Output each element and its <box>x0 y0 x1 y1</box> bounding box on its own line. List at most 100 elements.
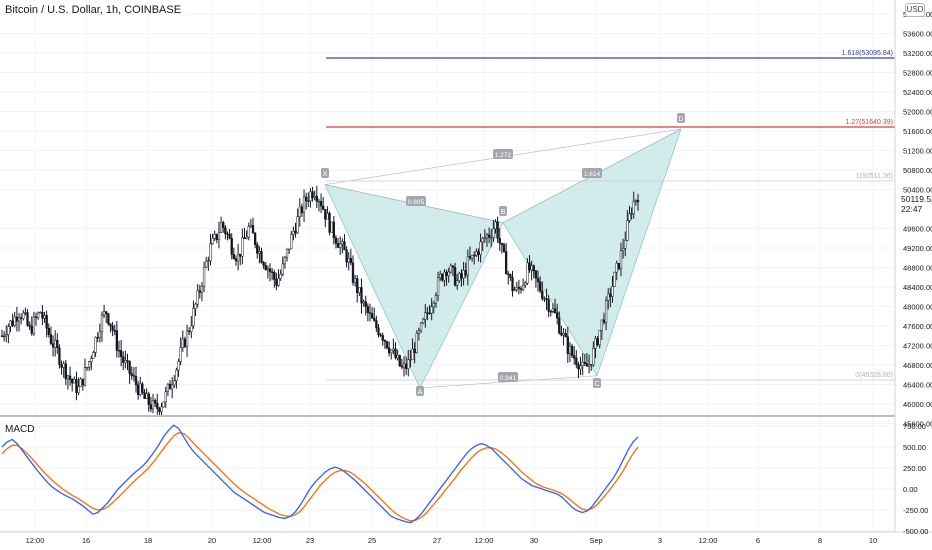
candle-body <box>298 206 301 217</box>
candle-body <box>526 262 529 284</box>
candle-body <box>545 298 548 300</box>
candle-body <box>364 301 367 307</box>
candle-body <box>570 345 574 356</box>
candle-body <box>451 265 455 268</box>
time-tick-label: 6 <box>756 536 760 545</box>
candle-body <box>449 265 452 273</box>
candle-body <box>300 206 304 213</box>
candle-body <box>154 400 157 404</box>
candle-body <box>34 316 38 318</box>
candle-body <box>521 284 525 290</box>
price-tick-label: 47600.00 <box>903 322 932 331</box>
candle-body <box>313 195 316 198</box>
pattern-ratio-value: 0.941 <box>500 375 517 382</box>
candle-body <box>632 200 635 214</box>
macd-pane <box>0 424 895 532</box>
candle-body <box>122 356 125 363</box>
price-tick-label: 51600.00 <box>903 127 932 136</box>
macd-tick-label: 500.00 <box>903 443 926 452</box>
candle-body <box>219 222 223 233</box>
candle-body <box>507 273 510 276</box>
time-tick-label: 25 <box>368 536 376 545</box>
macd-line <box>1 424 639 524</box>
candle-body <box>37 312 40 318</box>
candle-body <box>434 295 438 304</box>
price-tick-label: 46800.00 <box>903 361 932 370</box>
candle-body <box>294 230 297 234</box>
price-tick-label: 49600.00 <box>903 225 932 234</box>
candle-body <box>51 343 55 348</box>
candle-body <box>343 241 346 251</box>
candle-body <box>164 391 167 403</box>
candle-body <box>585 363 589 367</box>
candle-body <box>136 384 140 395</box>
candle-body <box>436 277 440 296</box>
time-tick-label: 30 <box>530 536 538 545</box>
candle-body <box>398 355 401 366</box>
harmonic-pattern[interactable] <box>324 128 682 389</box>
candle-body <box>115 330 119 351</box>
price-tick-label: 46400.00 <box>903 381 932 390</box>
candle-body <box>134 375 138 386</box>
candle-body <box>317 201 321 203</box>
candle-body <box>311 191 314 198</box>
price-tick-label: 52000.00 <box>903 108 932 117</box>
price-tick-label: 51200.00 <box>903 147 932 156</box>
candle-body <box>324 209 327 220</box>
candle-body <box>628 213 631 221</box>
candle-body <box>517 286 521 289</box>
price-tick-label: 53600.00 <box>903 30 932 39</box>
candle-body <box>192 308 195 327</box>
candle-body <box>247 226 250 238</box>
candle-body <box>217 232 221 240</box>
candle-body <box>30 325 33 334</box>
candle-body <box>200 286 204 293</box>
candle-body <box>307 200 310 202</box>
candle-body <box>539 281 542 292</box>
time-tick-label: 10 <box>869 536 877 545</box>
candle-body <box>7 326 10 336</box>
candle-body <box>524 282 527 286</box>
candle-body <box>502 244 506 252</box>
candle-body <box>141 383 144 393</box>
time-tick-label: Sep <box>589 536 602 545</box>
macd-tick-label: 750.00 <box>903 422 926 431</box>
price-tick-label: 52800.00 <box>903 69 932 78</box>
candle-body <box>49 334 53 344</box>
candle-body <box>607 293 610 301</box>
candle-body <box>360 287 363 304</box>
time-axis[interactable]: 12:00 16 18 20 12:00 23 25 27 12:00 30 Sep 3 12:00 6 8… <box>26 536 878 545</box>
candle-body <box>536 277 540 283</box>
candle-body <box>553 308 557 313</box>
candle-body <box>500 242 504 245</box>
candle-body <box>411 348 414 360</box>
candle-body <box>249 225 253 227</box>
candle-body <box>336 243 340 248</box>
macd-indicator-label[interactable]: MACD <box>5 424 35 435</box>
candle-body <box>266 268 270 270</box>
candle-body <box>445 271 448 276</box>
candle-body <box>432 302 435 308</box>
candle-body <box>447 271 450 276</box>
candle-body <box>128 360 131 374</box>
candle-body <box>541 290 544 299</box>
candle-body <box>413 348 416 354</box>
candle-body <box>9 320 12 327</box>
macd-axis[interactable]: 750.00 500.00 250.00 0.00 -250.00 -500.00 <box>903 422 928 536</box>
candle-body <box>532 265 535 271</box>
currency-button[interactable]: USD <box>905 3 925 17</box>
fib-levels[interactable]: 1.618(53095.84) 1.27(51640.39) 1(50511.36)… <box>326 50 895 381</box>
candle-body <box>362 301 365 304</box>
candle-body <box>222 222 225 228</box>
candle-body <box>185 330 189 347</box>
candle-body <box>79 378 82 387</box>
candle-body <box>239 253 242 257</box>
candle-body <box>604 300 608 323</box>
time-tick-label: 12:00 <box>26 536 45 545</box>
candle-body <box>71 379 74 384</box>
candle-body <box>534 270 538 279</box>
candle-body <box>75 378 78 393</box>
candle-body <box>573 355 576 359</box>
candle-body <box>68 375 72 380</box>
